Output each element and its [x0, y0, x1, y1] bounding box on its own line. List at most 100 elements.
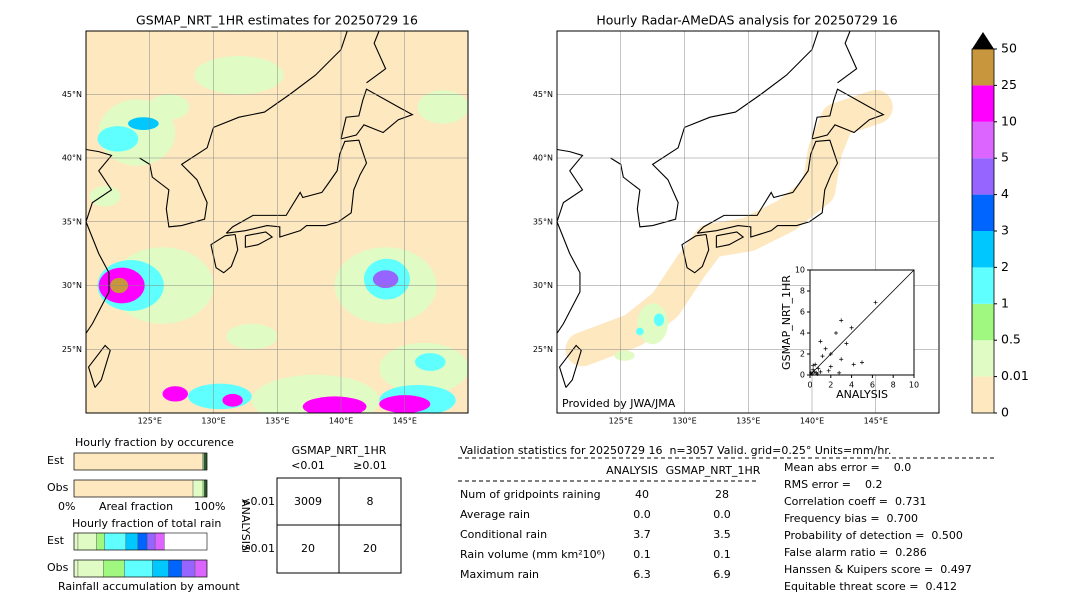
coastline	[558, 344, 582, 388]
precip-area	[372, 270, 399, 289]
stat-value: 40	[635, 488, 649, 501]
lon-label: 135°E	[736, 417, 760, 426]
colorbar-label: 1	[1001, 295, 1009, 310]
colorbar-label: 0.01	[1001, 368, 1029, 383]
lat-label: 45°N	[533, 90, 553, 99]
fraction-segment	[204, 479, 208, 498]
stat-label: Num of gridpoints raining	[460, 488, 601, 501]
coastline	[87, 344, 111, 388]
colorbar-label: 4	[1001, 186, 1009, 201]
fraction-segment	[194, 559, 208, 578]
row-label: Est	[47, 534, 65, 547]
stat-value: 3.7	[633, 528, 651, 541]
colorbar-segment	[972, 376, 994, 413]
precip-area	[636, 327, 644, 336]
scatter-point	[813, 362, 818, 367]
map-title: Hourly Radar-AMeDAS analysis for 2025072…	[596, 13, 897, 28]
colorbar-segment	[972, 85, 994, 122]
lon-label: 130°E	[672, 417, 696, 426]
coastline	[210, 233, 239, 274]
column-label: <0.01	[291, 459, 325, 472]
y-axis-label: GSMAP_NRT_1HR	[780, 275, 793, 370]
axis-label: 0%	[58, 500, 75, 513]
x-tick-label: 10	[909, 381, 919, 390]
map-frame	[85, 30, 469, 414]
scatter-point	[873, 300, 878, 305]
row-label: <0.01	[241, 495, 275, 508]
precip-area	[194, 56, 284, 95]
lat-label: 40°N	[533, 154, 553, 163]
scatter-point	[810, 371, 815, 376]
x-tick-label: 2	[828, 381, 833, 390]
bar-frame	[73, 559, 208, 578]
stat-label: Maximum rain	[460, 568, 539, 581]
table-cell: 20	[301, 542, 315, 555]
column-header: ANALYSIS	[606, 464, 658, 477]
row-label: Obs	[47, 481, 69, 494]
stats-header: Validation statistics for 20250729 16 n=…	[460, 444, 891, 457]
stat-value: 0.1	[633, 548, 651, 561]
stat-value: 0.1	[713, 548, 731, 561]
lon-label: 145°E	[393, 417, 417, 426]
coastline	[610, 127, 686, 228]
score: False alarm ratio = 0.286	[784, 546, 927, 559]
map-frame	[556, 30, 940, 414]
scatter-point	[816, 366, 821, 371]
colorbar-label: 0.5	[1001, 332, 1021, 347]
coastline	[837, 31, 858, 84]
colorbar-label: 3	[1001, 223, 1009, 238]
lon-label: 145°E	[864, 417, 888, 426]
colorbar-label: 0	[1001, 405, 1009, 420]
score: Mean abs error = 0.0	[784, 461, 911, 474]
bar-frame	[73, 532, 208, 551]
stat-label: Conditional rain	[460, 528, 547, 541]
lat-label: 40°N	[62, 154, 82, 163]
fraction-segment	[168, 559, 182, 578]
precip-area	[614, 350, 635, 361]
bar-frame	[73, 479, 208, 498]
coastline	[696, 139, 839, 238]
x-tick-label: 4	[849, 381, 854, 390]
colorbar-label: 10	[1001, 113, 1017, 128]
credit: Provided by JWA/JMA	[562, 397, 676, 410]
fraction-segment	[152, 559, 169, 578]
fraction-segment	[125, 532, 139, 551]
coastline	[139, 127, 215, 228]
scatter-point	[839, 357, 844, 362]
score: Probability of detection = 0.500	[784, 529, 963, 542]
y-tick-label: 10	[795, 266, 805, 275]
scatter-point	[818, 339, 823, 344]
scatter-point	[811, 363, 816, 368]
y-tick-label: 6	[800, 308, 805, 317]
left-map	[86, 31, 468, 413]
scatter-point	[834, 331, 838, 335]
precip-area	[414, 353, 446, 371]
fraction-segment	[73, 559, 79, 578]
colorbar-label: 2	[1001, 259, 1009, 274]
table-cell: 20	[363, 542, 377, 555]
colorbar-segment	[972, 194, 994, 231]
axis-label: 100%	[194, 500, 225, 513]
fraction-segment	[181, 559, 196, 578]
colorbar-segment	[972, 158, 994, 195]
x-tick-label: 6	[870, 381, 875, 390]
precip-area	[148, 94, 190, 120]
y-tick-label: 8	[800, 287, 805, 296]
panel-title: Hourly fraction by occurence	[75, 436, 234, 449]
lon-label: 125°E	[609, 417, 633, 426]
colorbar-segment	[972, 267, 994, 304]
precip-area	[226, 323, 278, 350]
lon-label: 135°E	[265, 417, 289, 426]
colorbar-segment	[972, 340, 994, 377]
colorbar-label: 5	[1001, 150, 1009, 165]
axis-label: Areal fraction	[99, 500, 173, 513]
scatter-point	[851, 362, 856, 367]
stat-value: 3.5	[713, 528, 731, 541]
coastline	[244, 231, 274, 248]
scatter-point	[820, 354, 825, 359]
lat-label: 25°N	[533, 345, 553, 354]
lat-label: 35°N	[533, 217, 553, 226]
lon-label: 140°E	[329, 417, 353, 426]
stat-value: 6.3	[633, 568, 651, 581]
